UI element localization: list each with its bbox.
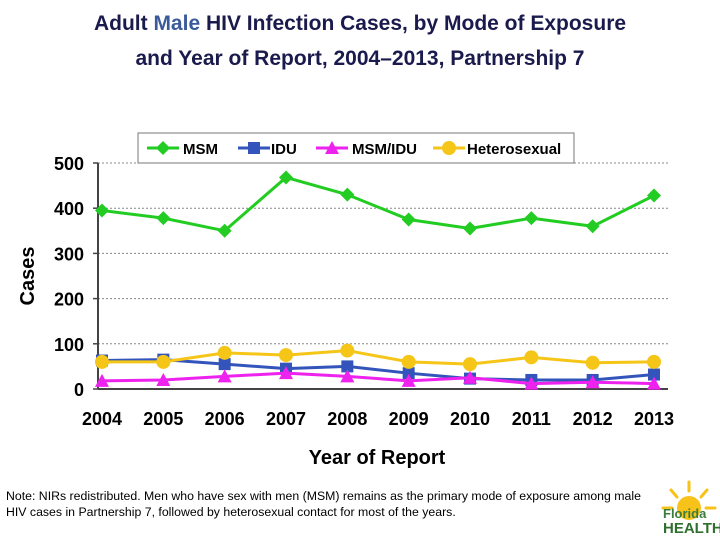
florida-health-logo <box>661 480 717 520</box>
grid-lines <box>98 162 668 345</box>
chart-title: Adult Male HIV Infection Cases, by Mode … <box>0 6 720 76</box>
x-tick-label: 2013 <box>634 409 674 429</box>
title-line1-pre: Adult <box>93 12 154 35</box>
y-tick-label: 200 <box>54 290 84 310</box>
point-msm <box>647 188 661 203</box>
legend-box <box>137 132 575 164</box>
series-lines <box>95 170 661 390</box>
point-idu <box>341 360 354 373</box>
x-tick-label: 2004 <box>82 409 122 429</box>
point-msm-idu <box>524 376 539 390</box>
y-axis-label: Cases <box>17 247 39 306</box>
x-tick-label: 2008 <box>327 409 367 429</box>
point-msm-idu <box>463 370 477 384</box>
point-heterosexual <box>647 354 661 369</box>
x-axis-label: Year of Report <box>309 447 446 469</box>
point-msm <box>95 203 109 218</box>
point-heterosexual <box>463 357 477 372</box>
logo-text-health: HEALTH <box>663 520 720 537</box>
point-msm <box>585 219 600 234</box>
legend-label-idu: IDU <box>271 141 297 158</box>
point-msm <box>217 223 232 238</box>
point-msm-idu <box>217 369 232 383</box>
axes: 0 100 200 300 400 500 2004 2005 2006 2007 2008 2009… <box>54 154 674 429</box>
point-idu <box>648 368 660 381</box>
y-tick-label: 0 <box>74 380 84 400</box>
legend-label-msm-idu: MSM/IDU <box>352 141 417 158</box>
y-tick-label: 300 <box>54 244 84 264</box>
x-tick-label: 2006 <box>205 409 245 429</box>
series-line-msm-idu <box>101 371 655 386</box>
point-msm-idu <box>585 375 600 389</box>
point-heterosexual <box>340 343 355 358</box>
x-tick-label: 2007 <box>266 409 306 429</box>
line-chart: 0 100 200 300 400 500 2004 2005 2006 2007 2008 2009… <box>17 132 674 469</box>
logo-text-florida: Florida <box>663 506 707 521</box>
point-idu <box>218 358 231 371</box>
point-heterosexual <box>524 350 539 365</box>
x-tick-label: 2009 <box>389 409 429 429</box>
legend-marker-msm <box>156 141 170 155</box>
legend-marker-msm-idu <box>325 141 339 154</box>
point-heterosexual <box>401 354 416 369</box>
series-line-msm <box>101 175 655 233</box>
point-msm-idu <box>279 366 293 380</box>
legend: MSM IDU MSM/IDU Heterosexual <box>137 132 575 164</box>
point-msm-idu <box>95 373 109 387</box>
x-tick-label: 2011 <box>512 409 551 429</box>
y-tick-label: 500 <box>54 154 84 174</box>
point-msm <box>156 211 171 226</box>
legend-label-heterosexual: Heterosexual <box>467 141 561 158</box>
x-tick-label: 2005 <box>143 409 183 429</box>
title-line1-post: HIV Infection Cases, by Mode of Exposure <box>200 12 627 35</box>
legend-label-msm: MSM <box>183 141 218 158</box>
point-heterosexual <box>156 354 171 369</box>
point-msm <box>279 170 293 185</box>
series-line-idu <box>101 358 655 382</box>
title-line1-male: Male <box>153 12 201 35</box>
title-line2: and Year of Report, 2004–2013, Partnersh… <box>135 47 585 70</box>
x-tick-label: 2010 <box>450 409 490 429</box>
x-tick-label: 2012 <box>573 409 613 429</box>
point-heterosexual <box>217 345 232 360</box>
footnote: Note: NIRs redistributed. Men who have s… <box>6 489 641 519</box>
point-msm-idu <box>340 369 355 383</box>
point-msm-idu <box>401 373 416 387</box>
series-line-heterosexual <box>102 349 655 366</box>
y-tick-label: 400 <box>54 199 84 219</box>
point-heterosexual <box>585 355 600 370</box>
point-msm <box>340 187 355 202</box>
point-msm <box>401 212 416 227</box>
legend-marker-heterosexual <box>442 141 456 155</box>
point-idu <box>402 367 415 380</box>
y-tick-label: 100 <box>54 335 84 355</box>
point-msm-idu <box>156 372 171 386</box>
point-msm <box>463 221 477 236</box>
point-msm <box>524 211 539 226</box>
point-heterosexual <box>279 348 293 363</box>
point-heterosexual <box>95 354 109 369</box>
point-msm-idu <box>647 376 661 390</box>
legend-marker-idu <box>248 142 260 154</box>
